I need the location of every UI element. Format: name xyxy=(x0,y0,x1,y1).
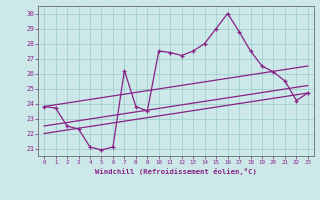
X-axis label: Windchill (Refroidissement éolien,°C): Windchill (Refroidissement éolien,°C) xyxy=(95,168,257,175)
